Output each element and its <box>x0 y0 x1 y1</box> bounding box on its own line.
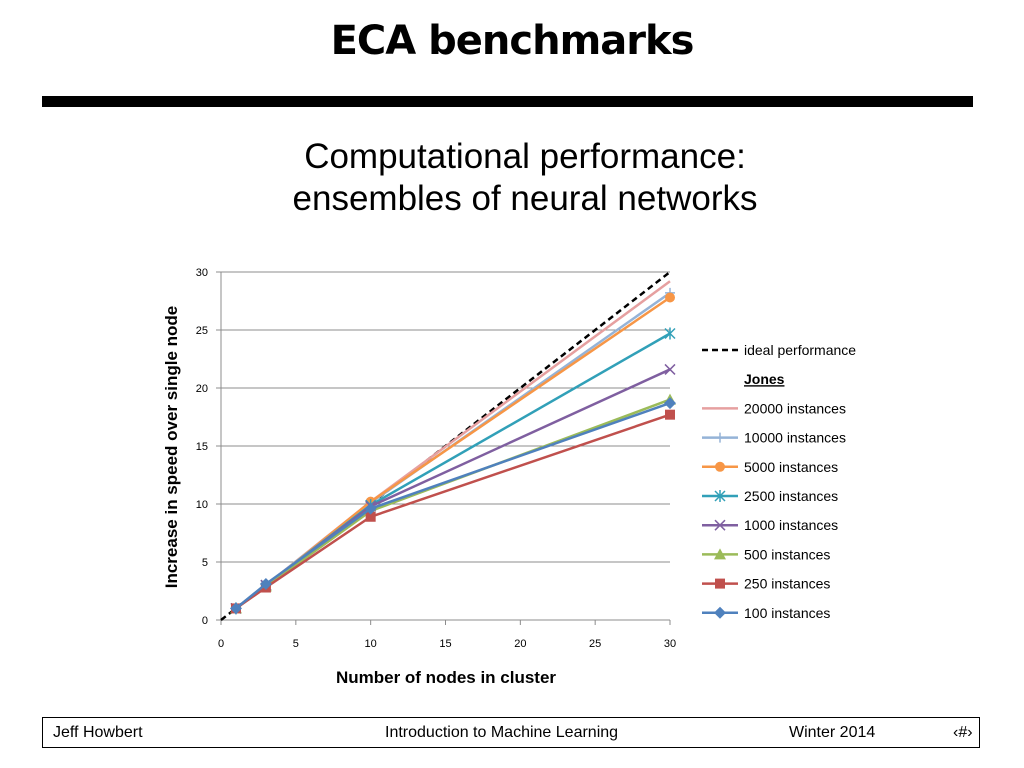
legend-group-label: Jones <box>744 371 785 387</box>
data-point <box>364 502 377 515</box>
legend-key-marker <box>715 461 725 472</box>
legend-label: 500 instances <box>744 546 830 562</box>
legend-label: 1000 instances <box>744 517 838 533</box>
x-tick-label: 10 <box>365 638 377 650</box>
series-line <box>235 413 671 610</box>
legend-label-ideal: ideal performance <box>744 342 856 358</box>
data-point <box>665 409 675 420</box>
y-tick-label: 15 <box>196 441 208 453</box>
x-axis-label: Number of nodes in cluster <box>336 668 556 687</box>
legend-key-marker <box>714 606 726 619</box>
x-tick-label: 5 <box>293 638 299 650</box>
legend-key-marker <box>715 578 725 589</box>
slide-title: ECA benchmarks <box>330 18 695 64</box>
data-point <box>664 363 676 375</box>
y-tick-label: 30 <box>196 267 208 279</box>
y-tick-label: 10 <box>196 499 208 511</box>
legend-label: 100 instances <box>744 605 830 621</box>
footer: Jeff Howbert Introduction to Machine Lea… <box>42 717 980 748</box>
legend-label: 5000 instances <box>744 459 838 475</box>
footer-page-number: ‹#› <box>953 724 973 741</box>
series-line <box>235 401 671 610</box>
y-tick-label: 20 <box>196 383 208 395</box>
title-rule <box>42 96 973 107</box>
data-point <box>665 292 675 303</box>
series-line <box>235 332 671 610</box>
legend-label: 20000 instances <box>744 400 846 416</box>
legend-key-marker <box>714 548 726 560</box>
data-point <box>259 578 272 591</box>
y-tick-label: 0 <box>202 615 208 627</box>
legend-key-marker <box>714 490 726 502</box>
chart-subtitle: Computational performance: ensembles of … <box>0 136 1024 220</box>
data-point <box>664 327 676 340</box>
x-tick-label: 30 <box>664 638 676 650</box>
x-tick-label: 25 <box>589 638 601 650</box>
y-tick-label: 25 <box>196 325 208 337</box>
x-tick-label: 20 <box>514 638 526 650</box>
y-tick-label: 5 <box>202 557 208 569</box>
legend-key-marker <box>715 432 725 443</box>
y-axis-label: Increase in speed over single node <box>162 306 181 589</box>
footer-author: Jeff Howbert <box>53 724 143 741</box>
x-tick-label: 0 <box>218 638 224 650</box>
legend-label: 250 instances <box>744 576 830 592</box>
legend-label: 2500 instances <box>744 488 838 504</box>
legend-label: 10000 instances <box>744 430 846 446</box>
subtitle-line-2: ensembles of neural networks <box>292 179 758 218</box>
footer-term: Winter 2014 <box>789 724 876 741</box>
line-chart: 0 5 10 15 20 25 30 0 5 10 15 20 25 30 Number of nodes … <box>162 267 856 687</box>
x-tick-label: 15 <box>439 638 451 650</box>
data-point <box>229 602 242 615</box>
legend-key-marker <box>714 519 726 531</box>
data-point <box>664 397 676 410</box>
data-point <box>365 511 376 522</box>
subtitle-line-1: Computational performance: <box>304 137 746 176</box>
footer-course: Introduction to Machine Learning <box>385 724 619 741</box>
